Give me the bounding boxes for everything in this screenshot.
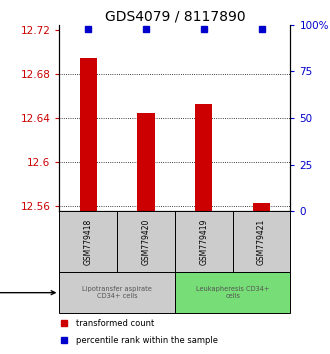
Text: Leukapheresis CD34+
cells: Leukapheresis CD34+ cells [196, 286, 269, 299]
Bar [59, 211, 117, 272]
Text: percentile rank within the sample: percentile rank within the sample [76, 336, 217, 345]
Bar [175, 272, 290, 313]
Bar [233, 211, 290, 272]
Bar [175, 211, 233, 272]
Text: transformed count: transformed count [76, 319, 154, 328]
Bar [137, 113, 155, 211]
Bar [117, 211, 175, 272]
Title: GDS4079 / 8117890: GDS4079 / 8117890 [105, 10, 245, 24]
Bar [253, 202, 270, 211]
Text: Lipotransfer aspirate
CD34+ cells: Lipotransfer aspirate CD34+ cells [82, 286, 152, 299]
Text: GSM779418: GSM779418 [84, 219, 93, 265]
Text: cell type: cell type [0, 288, 55, 298]
Text: GSM779419: GSM779419 [199, 219, 208, 265]
Bar [195, 104, 213, 211]
Text: GSM779420: GSM779420 [142, 219, 150, 265]
Text: GSM779421: GSM779421 [257, 219, 266, 265]
Bar [80, 58, 97, 211]
Bar [59, 272, 175, 313]
